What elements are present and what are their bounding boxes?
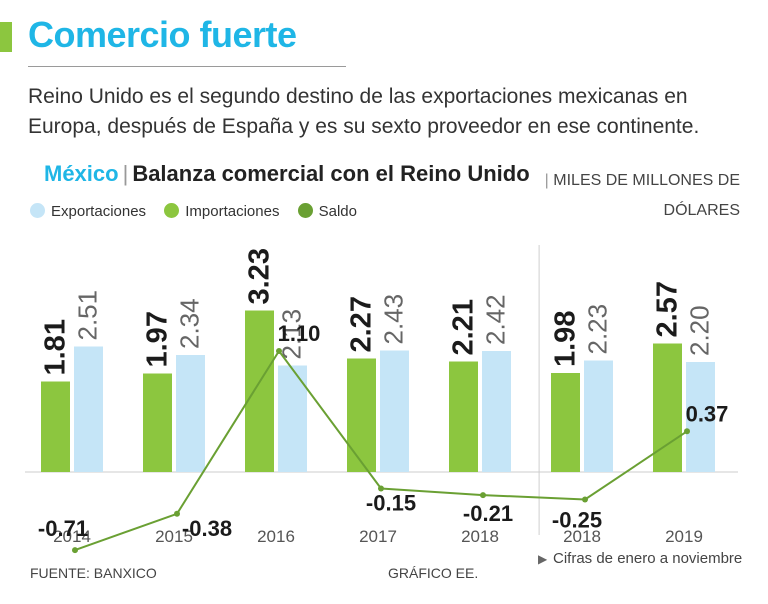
saldo-point [276,348,282,354]
saldo-value-label: -0.71 [38,516,88,541]
title-accent-bar [0,22,12,52]
import-value-label: 2.57 [652,281,684,337]
import-value-label: 2.27 [346,296,378,352]
import-bar [347,358,376,472]
import-bar [143,373,172,472]
legend-label-saldo: Saldo [318,203,357,220]
export-bar [74,346,103,472]
x-tick-label: 2018 [563,527,601,546]
export-value-label: 2.23 [583,304,613,355]
chart-units: | MILES DE MILLONES DE DÓLARES [480,166,740,226]
import-value-label: 3.23 [244,248,276,304]
saldo-value-label: -0.25 [552,508,602,533]
legend-swatch-saldo [297,203,313,218]
export-value-label: 2.43 [379,294,409,345]
saldo-point [378,485,384,492]
export-bar [176,355,205,472]
graphic-credit: GRÁFICO EE. [388,565,479,581]
chart-header: México | Balanza comercial con el Reino Un… [44,161,530,187]
export-value-label: 2.51 [73,290,103,341]
legend-swatch-exportaciones [30,203,45,218]
source-note: FUENTE: BANXICO [30,565,157,581]
saldo-value-label: -0.21 [463,501,513,526]
annotation-marker-icon: ▶ [538,552,548,565]
import-bar [551,373,580,472]
x-tick-label: 2018 [461,527,499,546]
chart-legend: Exportaciones Importaciones Saldo [30,203,371,220]
page-title: Comercio fuerte [28,14,297,55]
export-bar [686,362,715,472]
import-bar [653,343,682,472]
x-tick-label: 2019 [665,527,703,546]
chart-title: Balanza comercial con el Reino Unido [132,161,530,186]
legend-swatch-importaciones [164,203,180,218]
export-value-label: 2.42 [481,294,511,345]
export-value-label: 2.34 [175,298,205,349]
chart-header-separator: | [122,161,129,186]
x-tick-label: 2016 [257,527,295,546]
legend-label-exportaciones: Exportaciones [51,203,147,220]
import-value-label: 1.98 [550,311,582,367]
saldo-point [480,492,486,499]
legend-item-saldo: Saldo [297,203,357,220]
import-bar [41,381,70,472]
chart-country: México [44,161,119,186]
import-bar [245,310,274,472]
saldo-point [582,496,588,503]
legend-item-importaciones: Importaciones [164,203,279,220]
export-value-label: 2.20 [685,305,715,356]
import-value-label: 2.21 [448,299,480,355]
annotation-note: Cifras de enero a noviembre [553,550,742,565]
x-tick-label: 2017 [359,527,397,546]
units-label: MILES DE MILLONES DE DÓLARES [553,172,740,219]
saldo-value-label: 1.10 [278,321,321,346]
title-divider [28,66,346,67]
import-value-label: 1.81 [40,319,72,375]
saldo-value-label: 0.37 [686,401,729,426]
export-bar [380,350,409,472]
saldo-value-label: -0.15 [366,491,416,516]
legend-label-importaciones: Importaciones [185,203,280,220]
saldo-value-label: -0.38 [182,516,232,541]
units-separator: | [544,172,549,189]
saldo-point [72,547,78,554]
export-bar [482,351,511,472]
x-tick-label: 2015 [155,527,193,546]
import-bar [449,361,478,472]
legend-item-exportaciones: Exportaciones [30,203,146,220]
x-tick-label: 2014 [53,527,91,546]
import-value-label: 1.97 [142,311,174,367]
page-subtitle: Reino Unido es el segundo destino de las… [28,85,700,138]
saldo-point [174,510,180,517]
export-bar [584,360,613,472]
saldo-point [684,428,690,435]
